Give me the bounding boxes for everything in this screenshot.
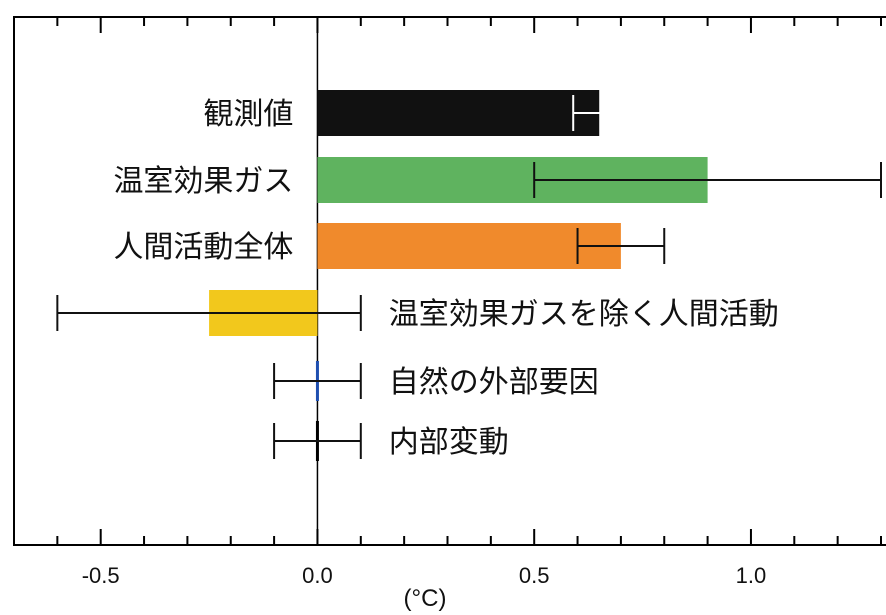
category-label-0: 観測値 bbox=[203, 97, 293, 132]
category-label-4: 自然の外部要因 bbox=[389, 365, 599, 400]
error-bars-layer bbox=[57, 95, 881, 459]
category-label-1: 温室効果ガス bbox=[113, 164, 293, 199]
x-tick-label-3: 1.0 bbox=[736, 563, 767, 588]
x-axis-title: (°C) bbox=[404, 585, 447, 612]
x-tick-label-0: -0.5 bbox=[82, 563, 120, 588]
category-label-2: 人間活動全体 bbox=[113, 230, 293, 265]
bar-2 bbox=[317, 223, 620, 269]
x-tick-label-2: 0.5 bbox=[519, 563, 550, 588]
bars-layer bbox=[209, 90, 708, 461]
category-label-5: 内部変動 bbox=[389, 425, 509, 460]
x-tick-label-1: 0.0 bbox=[302, 563, 333, 588]
bar-0 bbox=[317, 90, 599, 136]
category-label-3: 温室効果ガスを除く人間活動 bbox=[389, 297, 779, 332]
